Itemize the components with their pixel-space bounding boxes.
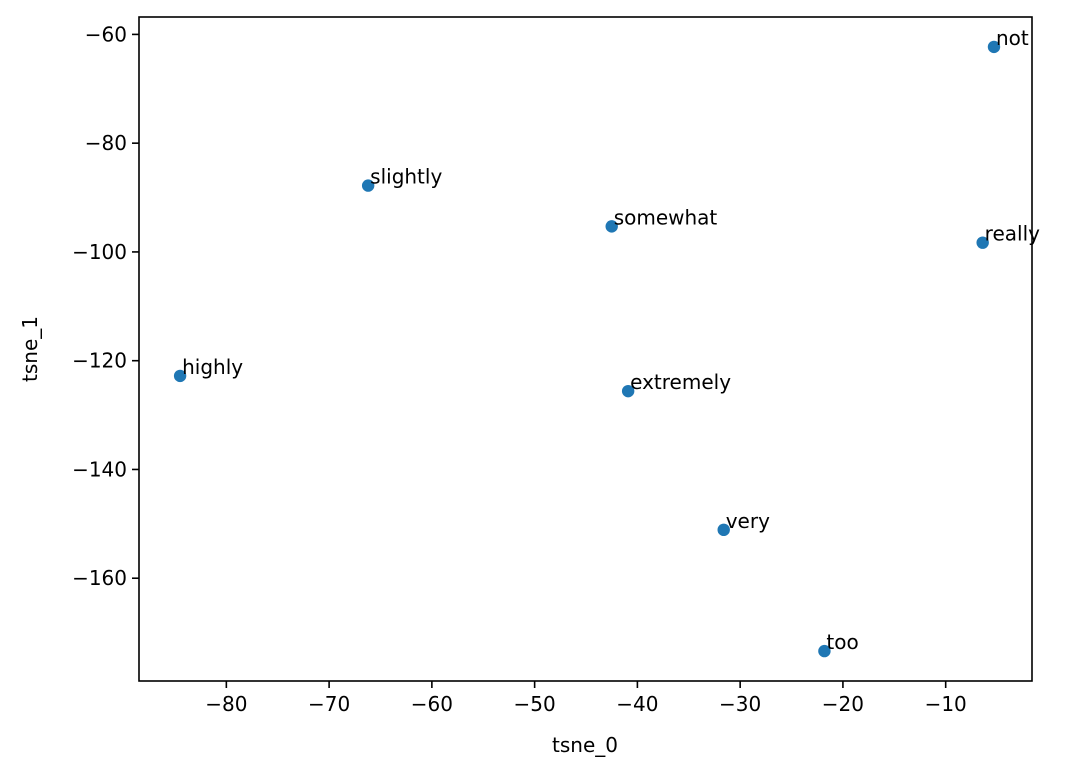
y-tick-label: −60 (85, 22, 127, 46)
x-tick-label: −80 (205, 692, 247, 716)
y-tick-label: −120 (72, 349, 127, 373)
plot-area: not slightly somewhat really highly extremely… (173, 26, 1040, 658)
x-tick-label: −20 (822, 692, 864, 716)
y-tick-label: −80 (85, 131, 127, 155)
point-label: too (826, 630, 858, 654)
data-point (621, 384, 635, 398)
x-tick-label: −10 (925, 692, 967, 716)
x-tick-label: −60 (411, 692, 453, 716)
axes-frame (138, 16, 1033, 682)
x-tick-label: −70 (308, 692, 350, 716)
data-point (173, 369, 187, 383)
data-point (818, 644, 831, 658)
y-tick-label: −160 (72, 566, 127, 590)
x-tick-label: −50 (514, 692, 556, 716)
y-axis-ticks: −60 −80 −100 −120 −140 −160 (72, 22, 139, 590)
x-tick-label: −40 (616, 692, 658, 716)
point-label: not (996, 26, 1029, 50)
x-tick-label: −30 (719, 692, 761, 716)
point-label: very (726, 509, 770, 533)
x-axis-label: tsne_0 (552, 733, 618, 757)
point-label: highly (182, 355, 243, 379)
y-tick-label: −100 (72, 240, 127, 264)
data-point (361, 179, 375, 192)
x-axis-ticks: −80 −70 −60 −50 −40 −30 −20 −10 (205, 681, 967, 716)
data-point (976, 236, 989, 249)
point-label: somewhat (614, 205, 718, 229)
y-tick-label: −140 (72, 457, 127, 481)
y-axis-label: tsne_1 (18, 316, 42, 382)
data-point (987, 40, 1001, 54)
data-point (605, 220, 618, 233)
point-label: extremely (630, 370, 731, 394)
point-label: slightly (370, 165, 442, 189)
data-point (717, 523, 730, 537)
point-label: really (985, 222, 1040, 246)
